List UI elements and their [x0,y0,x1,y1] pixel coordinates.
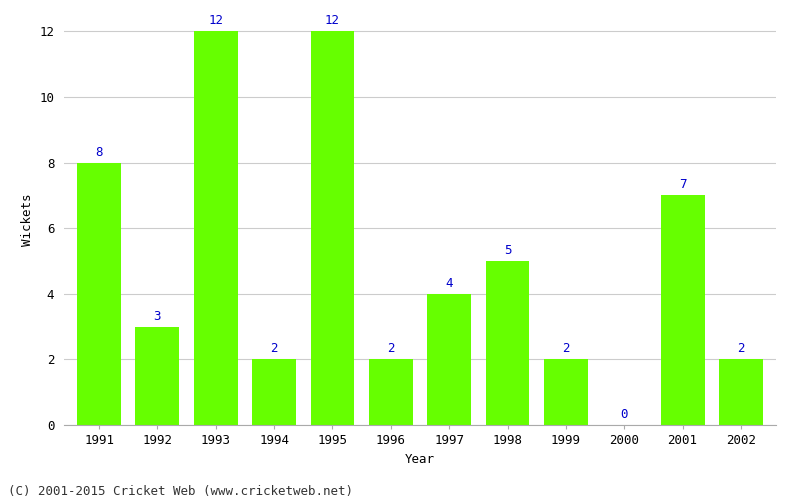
Text: 4: 4 [446,277,453,290]
Bar [427,294,471,425]
Bar [252,360,296,425]
Text: 7: 7 [679,178,686,192]
Bar [719,360,763,425]
Bar [135,326,179,425]
Bar [661,196,705,425]
Text: 2: 2 [738,342,745,355]
Text: 5: 5 [504,244,511,257]
Bar [486,261,530,425]
Text: 12: 12 [325,14,340,28]
Bar [194,32,238,425]
Y-axis label: Wickets: Wickets [21,194,34,246]
Text: 12: 12 [208,14,223,28]
Bar [369,360,413,425]
Bar [310,32,354,425]
Text: 8: 8 [95,146,102,158]
Bar [544,360,588,425]
Text: 2: 2 [562,342,570,355]
Text: 3: 3 [154,310,161,322]
Text: 2: 2 [270,342,278,355]
Text: 2: 2 [387,342,394,355]
X-axis label: Year: Year [405,452,435,466]
Text: 0: 0 [621,408,628,421]
Bar [77,162,121,425]
Text: (C) 2001-2015 Cricket Web (www.cricketweb.net): (C) 2001-2015 Cricket Web (www.cricketwe… [8,484,353,498]
